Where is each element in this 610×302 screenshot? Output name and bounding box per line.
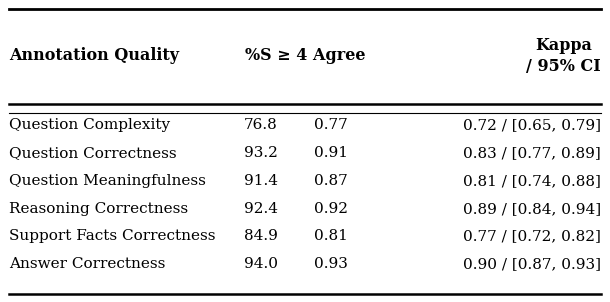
Text: 0.87: 0.87: [314, 174, 348, 188]
Text: %S ≥ 4 Agree: %S ≥ 4 Agree: [245, 47, 365, 64]
Text: Answer Correctness: Answer Correctness: [9, 257, 165, 271]
Text: 0.72 / [0.65, 0.79]: 0.72 / [0.65, 0.79]: [463, 118, 601, 132]
Text: 92.4: 92.4: [243, 202, 278, 216]
Text: 0.77 / [0.72, 0.82]: 0.77 / [0.72, 0.82]: [463, 230, 601, 243]
Text: Question Correctness: Question Correctness: [9, 146, 177, 160]
Text: 0.89 / [0.84, 0.94]: 0.89 / [0.84, 0.94]: [463, 202, 601, 216]
Text: 84.9: 84.9: [243, 230, 278, 243]
Text: 93.2: 93.2: [243, 146, 278, 160]
Text: 0.77: 0.77: [314, 118, 348, 132]
Text: 91.4: 91.4: [243, 174, 278, 188]
Text: Reasoning Correctness: Reasoning Correctness: [9, 202, 188, 216]
Text: 76.8: 76.8: [244, 118, 278, 132]
Text: Question Complexity: Question Complexity: [9, 118, 170, 132]
Text: 0.83 / [0.77, 0.89]: 0.83 / [0.77, 0.89]: [463, 146, 601, 160]
Text: 0.81 / [0.74, 0.88]: 0.81 / [0.74, 0.88]: [463, 174, 601, 188]
Text: Annotation Quality: Annotation Quality: [9, 47, 179, 64]
Text: Support Facts Correctness: Support Facts Correctness: [9, 230, 216, 243]
Text: 0.81: 0.81: [314, 230, 348, 243]
Text: 0.91: 0.91: [314, 146, 348, 160]
Text: 0.92: 0.92: [314, 202, 348, 216]
Text: 0.90 / [0.87, 0.93]: 0.90 / [0.87, 0.93]: [463, 257, 601, 271]
Text: Question Meaningfulness: Question Meaningfulness: [9, 174, 206, 188]
Text: Kappa
/ 95% CI: Kappa / 95% CI: [526, 37, 601, 75]
Text: 0.93: 0.93: [314, 257, 348, 271]
Text: 94.0: 94.0: [243, 257, 278, 271]
